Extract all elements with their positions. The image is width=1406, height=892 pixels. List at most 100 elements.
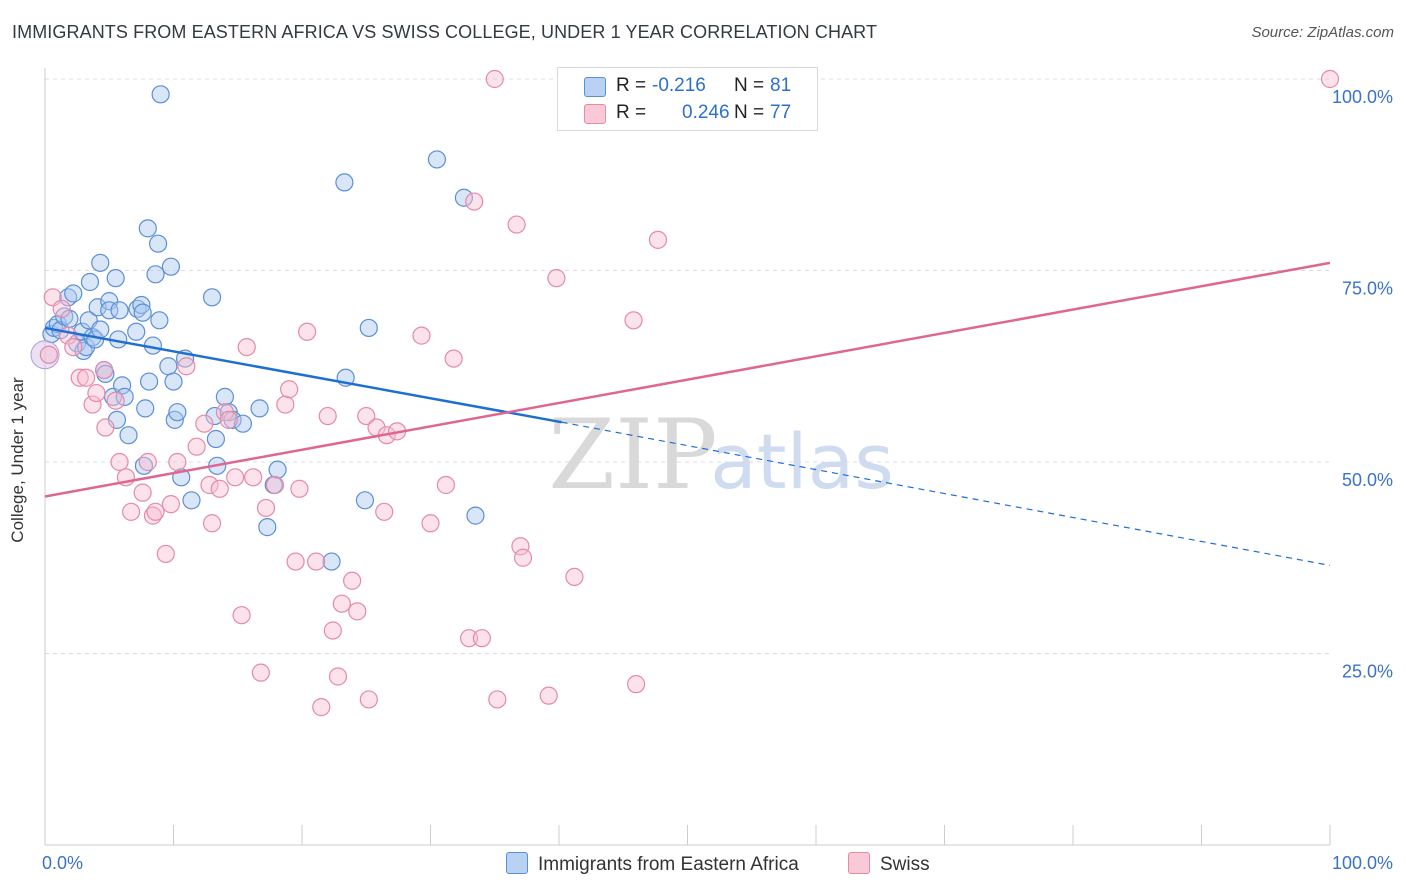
- swiss-point: [177, 357, 196, 376]
- watermark-atlas: atlas: [710, 417, 894, 506]
- bottom-legend-swatch-blue: [506, 852, 528, 874]
- swiss-point: [648, 230, 668, 249]
- x-tick-label-max: 100.0%: [1332, 853, 1393, 873]
- trend-line-immigrants-extrapolated: [561, 421, 1331, 566]
- swiss-point: [146, 502, 165, 521]
- immigrants-point: [161, 257, 181, 276]
- legend-r-value: -0.216: [652, 75, 706, 96]
- y-axis-label: College, Under 1 year: [8, 377, 27, 543]
- swiss-point: [168, 452, 187, 472]
- swiss-point: [298, 322, 317, 341]
- swiss-point: [106, 391, 125, 410]
- swiss-point: [219, 410, 238, 429]
- trend-lines: [44, 261, 1331, 566]
- swiss-point: [265, 475, 285, 495]
- immigrants-point: [427, 150, 447, 169]
- immigrants-point: [100, 292, 119, 311]
- swiss-point: [444, 349, 463, 368]
- swiss-point: [95, 360, 114, 380]
- swiss-point: [421, 514, 440, 533]
- immigrants-point: [80, 272, 100, 292]
- legend-n-label: N =: [734, 102, 765, 123]
- immigrants-point: [359, 318, 378, 338]
- immigrants-point: [112, 376, 132, 395]
- swiss-point: [87, 383, 106, 403]
- correlation-legend: R = -0.216 N = 81 R = 0.246 N = 77: [557, 67, 818, 131]
- immigrants-point: [136, 399, 155, 418]
- legend-r-value: 0.246: [682, 102, 730, 123]
- chart-title: IMMIGRANTS FROM EASTERN AFRICA VS SWISS …: [12, 22, 878, 42]
- y-tick-label: 75.0%: [1342, 279, 1393, 299]
- swiss-point: [318, 406, 337, 426]
- swiss-point: [232, 606, 251, 625]
- immigrants-point: [64, 284, 83, 303]
- swiss-point: [375, 502, 394, 521]
- immigrants-point: [250, 399, 269, 418]
- swiss-point: [290, 479, 309, 498]
- swiss-point: [507, 215, 526, 234]
- immigrants-point: [91, 320, 110, 339]
- swiss-point: [110, 452, 129, 472]
- swiss-point: [286, 552, 305, 571]
- immigrants-point: [182, 491, 201, 510]
- immigrants-point: [258, 518, 277, 537]
- immigrants-point: [233, 414, 252, 433]
- swiss-point: [237, 338, 256, 357]
- bottom-legend-label-immigrants: Immigrants from Eastern Africa: [538, 854, 799, 875]
- legend-n-label: N =: [734, 75, 765, 96]
- swiss-point: [511, 537, 530, 556]
- swiss-point: [83, 395, 102, 414]
- immigrants-point: [91, 253, 110, 272]
- trend-line-swiss: [44, 261, 1331, 498]
- swiss-point: [565, 567, 584, 587]
- swiss-point: [156, 544, 175, 564]
- swiss-point: [539, 686, 558, 705]
- trend-line-immigrants: [44, 326, 562, 424]
- y-tick-label: 50.0%: [1342, 470, 1393, 490]
- bottom-legend-swiss: Swiss: [848, 852, 930, 876]
- immigrants-point: [159, 357, 178, 376]
- swiss-point: [348, 602, 367, 621]
- swiss-point: [276, 395, 295, 414]
- swiss-point: [195, 414, 214, 433]
- immigrants-point: [322, 552, 341, 571]
- immigrants-point: [164, 372, 183, 391]
- swiss-point: [202, 514, 222, 533]
- swiss-point: [133, 483, 152, 502]
- immigrants-point: [132, 295, 151, 315]
- immigrants-point: [355, 491, 375, 510]
- swiss-point: [472, 629, 491, 648]
- series-immigrants-points: [30, 85, 485, 571]
- swiss-point: [626, 675, 646, 694]
- immigrants-point: [223, 410, 242, 429]
- swiss-point: [547, 269, 566, 288]
- swiss-point: [412, 326, 431, 345]
- swiss-point: [210, 479, 229, 498]
- immigrants-point: [454, 188, 474, 207]
- swiss-point: [77, 368, 96, 387]
- series-swiss-points: [39, 69, 1340, 717]
- swiss-point: [436, 475, 456, 495]
- immigrants-point: [168, 403, 187, 422]
- gridlines: [45, 78, 1330, 654]
- swiss-point: [465, 192, 484, 211]
- immigrants-point: [133, 303, 152, 322]
- immigrants-point: [268, 460, 287, 479]
- legend-r-label: R =: [616, 102, 647, 123]
- swiss-point: [161, 495, 181, 514]
- immigrants-point: [88, 298, 107, 317]
- legend-swatch-pink: [584, 104, 606, 124]
- immigrants-point: [466, 506, 485, 525]
- swiss-point: [226, 468, 245, 487]
- swiss-point: [307, 552, 326, 571]
- immigrants-point: [146, 265, 165, 284]
- swiss-point: [624, 311, 643, 330]
- y-tick-label: 100.0%: [1332, 87, 1393, 107]
- swiss-point: [244, 468, 263, 487]
- swiss-point: [256, 498, 276, 518]
- immigrants-point: [335, 173, 354, 192]
- swiss-point: [357, 406, 376, 426]
- swiss-point: [328, 667, 348, 686]
- swiss-point: [52, 299, 71, 318]
- bottom-legend-label-swiss: Swiss: [880, 854, 930, 875]
